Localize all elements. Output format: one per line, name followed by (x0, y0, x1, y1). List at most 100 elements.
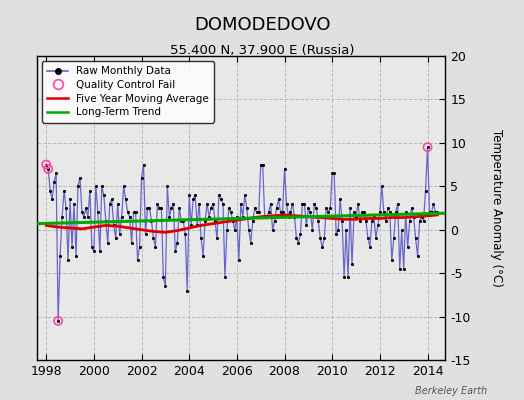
Point (421, 188, 430, 194)
Point (94, 209, 102, 216)
Point (135, 244, 144, 250)
Point (324, 209, 332, 216)
Point (105, 200, 114, 207)
Point (167, 205, 176, 211)
Y-axis label: Temperature Anomaly (°C): Temperature Anomaly (°C) (490, 129, 503, 287)
Point (260, 214, 269, 220)
Point (86, 188, 94, 194)
Point (237, 200, 245, 207)
Point (185, 192, 193, 198)
Point (115, 231, 124, 237)
Point (310, 200, 319, 207)
Point (124, 209, 132, 216)
Point (44, 166, 52, 172)
Point (238, 214, 247, 220)
Point (193, 222, 201, 228)
Point (314, 218, 322, 224)
Point (241, 192, 249, 198)
Point (97, 183, 106, 190)
Point (78, 209, 86, 216)
Point (177, 218, 185, 224)
Point (161, 283, 170, 289)
Point (334, 226, 342, 233)
Point (425, 209, 434, 216)
Point (364, 235, 372, 242)
Point (376, 209, 384, 216)
Point (300, 200, 309, 207)
Point (155, 205, 163, 211)
Point (326, 205, 334, 211)
Point (372, 235, 380, 242)
Point (80, 214, 88, 220)
Point (247, 240, 255, 246)
Point (258, 161, 267, 168)
Point (235, 257, 243, 263)
Point (215, 192, 223, 198)
Point (318, 244, 326, 250)
Point (117, 214, 126, 220)
Point (391, 209, 400, 216)
Point (312, 205, 321, 211)
Point (336, 196, 344, 202)
Point (255, 209, 263, 216)
Point (102, 218, 110, 224)
Point (54, 318, 62, 324)
Point (74, 183, 82, 190)
Point (398, 226, 406, 233)
Point (110, 222, 118, 228)
Point (213, 235, 221, 242)
Point (370, 214, 378, 220)
Point (388, 257, 396, 263)
Point (374, 222, 382, 228)
Point (292, 235, 301, 242)
Point (278, 209, 287, 216)
Point (233, 214, 241, 220)
Point (203, 200, 211, 207)
Point (207, 205, 215, 211)
Point (285, 214, 293, 220)
Point (330, 170, 339, 176)
Point (132, 209, 140, 216)
Point (360, 209, 368, 216)
Point (342, 226, 350, 233)
Point (320, 235, 329, 242)
Point (288, 200, 297, 207)
Point (396, 266, 404, 272)
Point (350, 209, 358, 216)
Point (189, 196, 198, 202)
Point (58, 214, 67, 220)
Point (42, 161, 50, 168)
Point (127, 240, 136, 246)
Point (173, 240, 181, 246)
Point (195, 200, 203, 207)
Point (92, 183, 100, 190)
Point (296, 231, 304, 237)
Point (225, 205, 233, 211)
Point (381, 218, 390, 224)
Point (179, 218, 188, 224)
Point (119, 183, 128, 190)
Point (298, 200, 307, 207)
Point (175, 205, 183, 211)
Point (112, 235, 120, 242)
Point (332, 231, 341, 237)
Point (157, 205, 166, 211)
Point (423, 144, 432, 150)
Point (304, 205, 312, 211)
Point (82, 205, 90, 211)
Point (96, 248, 104, 255)
Point (368, 218, 376, 224)
Point (122, 196, 130, 202)
Point (129, 209, 138, 216)
Point (171, 248, 180, 255)
Legend: Raw Monthly Data, Quality Control Fail, Five Year Moving Average, Long-Term Tren: Raw Monthly Data, Quality Control Fail, … (42, 61, 214, 122)
Point (84, 214, 92, 220)
Point (219, 200, 227, 207)
Point (211, 218, 219, 224)
Point (48, 196, 57, 202)
Point (308, 226, 316, 233)
Point (322, 205, 331, 211)
Point (183, 287, 191, 294)
Point (406, 218, 414, 224)
Point (302, 222, 311, 228)
